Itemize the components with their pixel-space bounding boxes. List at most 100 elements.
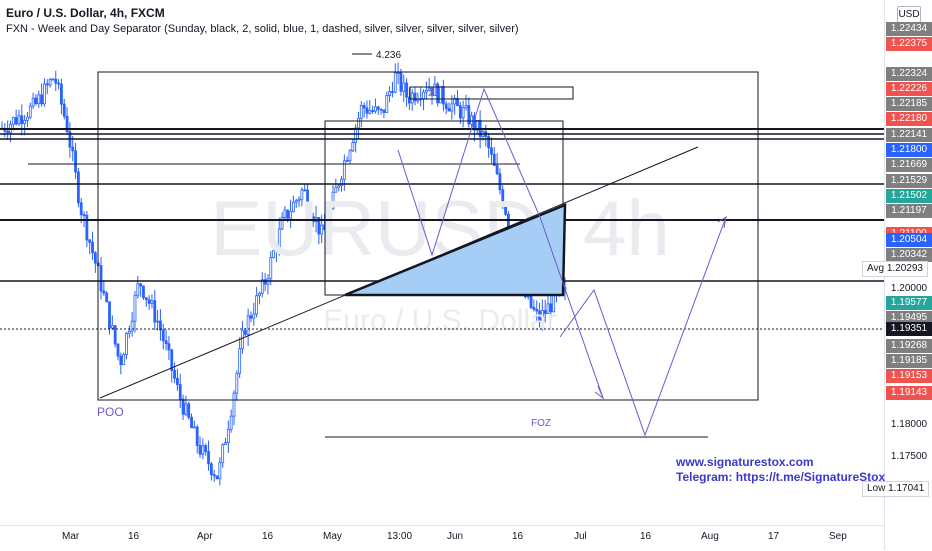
time-tick-label: 16	[640, 531, 652, 542]
candle-body	[229, 415, 233, 430]
candle-body	[475, 120, 479, 131]
candle-body	[105, 292, 109, 303]
candle-body	[371, 110, 375, 112]
candle-body	[441, 86, 445, 105]
watermark-description: Euro / U.S. Dollar	[323, 304, 556, 337]
candle-body	[37, 94, 41, 105]
price-label: 1.21529	[886, 174, 932, 188]
candle-body	[130, 320, 134, 332]
candle-body	[300, 189, 304, 200]
candle-body	[238, 348, 242, 374]
candle-body	[215, 475, 219, 480]
candle-body	[224, 442, 227, 446]
candle-body	[204, 445, 208, 452]
time-axis[interactable]	[0, 525, 884, 551]
candle-body	[192, 426, 196, 429]
price-label: 1.19143	[886, 386, 932, 400]
time-tick-label: 16	[512, 531, 524, 542]
projection-path-b[interactable]	[559, 216, 727, 437]
candle-body	[280, 217, 284, 230]
candle-body	[142, 285, 145, 299]
price-label: 1.19577	[886, 296, 932, 310]
candle-body	[161, 329, 165, 342]
candle-body	[357, 117, 360, 129]
time-tick-label: Sep	[829, 531, 847, 542]
candle-body	[243, 330, 247, 335]
candle-body	[540, 310, 544, 323]
avg-label: Avg 1.20293	[862, 261, 928, 277]
candle-body	[490, 147, 493, 155]
candle-body	[147, 299, 151, 304]
candle-body	[62, 103, 66, 117]
website-link[interactable]: www.signaturestox.com	[676, 455, 814, 469]
candle-body	[359, 105, 363, 119]
candle-body	[354, 127, 358, 143]
candle-body	[252, 313, 256, 319]
fib-marker: 2	[428, 88, 434, 99]
time-tick-label: 16	[128, 531, 140, 542]
arrow-head-a	[594, 385, 605, 400]
candle-body	[405, 82, 408, 98]
axis-tick-label: 1.20000	[890, 283, 928, 294]
candle-body	[125, 332, 128, 355]
candle-body	[260, 279, 264, 294]
candle-body	[317, 217, 321, 235]
candle-body	[396, 72, 400, 74]
price-label: 1.21800	[886, 143, 932, 157]
candle-body	[85, 214, 89, 241]
candle-body	[422, 91, 425, 100]
candle-body	[93, 252, 97, 264]
top-box[interactable]	[409, 86, 574, 100]
candle-body	[498, 173, 502, 191]
candle-body	[187, 403, 191, 418]
indicator-legend[interactable]: FXN - Week and Day Separator (Sunday, bl…	[6, 23, 519, 35]
candle-body	[368, 110, 372, 114]
candle-body	[331, 191, 335, 209]
candle-body	[407, 96, 411, 104]
triangle-pattern[interactable]	[344, 203, 567, 297]
candle-body	[164, 340, 168, 345]
candle-body	[159, 320, 162, 331]
candle-body	[549, 303, 553, 313]
time-tick-label: 13:00	[387, 531, 413, 542]
candle-body	[184, 403, 188, 415]
candle-body	[334, 186, 338, 193]
candle-body	[102, 290, 106, 294]
candle-body	[289, 211, 292, 219]
price-label: 1.21197	[886, 204, 932, 218]
candle-body	[6, 130, 10, 133]
projection-path-a[interactable]	[397, 87, 604, 399]
candle-body	[532, 307, 536, 310]
candle-body	[209, 463, 213, 476]
candle-body	[348, 150, 352, 161]
candle-body	[470, 115, 474, 125]
time-tick-label: Jul	[574, 531, 587, 542]
candle-body	[413, 92, 417, 102]
telegram-link[interactable]: Telegram: https://t.me/SignatureStox	[676, 470, 886, 484]
time-tick-label: Mar	[62, 531, 80, 542]
candle-body	[308, 209, 312, 217]
price-label: 1.22375	[886, 37, 932, 51]
candle-body	[20, 115, 24, 125]
candle-body	[11, 117, 15, 125]
candle-body	[150, 300, 154, 304]
candle-body	[546, 303, 550, 314]
candle-body	[504, 205, 507, 215]
candle-body	[108, 301, 111, 329]
candle-body	[23, 119, 27, 125]
candle-body	[82, 214, 86, 217]
candle-body	[232, 392, 236, 417]
candle-body	[119, 355, 123, 366]
candle-body	[207, 451, 210, 465]
candle-body	[391, 91, 394, 93]
candle-body	[399, 72, 403, 92]
candle-body	[176, 377, 179, 385]
outer-box[interactable]	[97, 71, 759, 401]
candle-body	[127, 330, 131, 334]
candle-body	[424, 89, 428, 93]
currency-button[interactable]: USD	[897, 6, 921, 23]
candle-body	[365, 107, 369, 114]
candle-body	[439, 86, 442, 104]
candle-body	[133, 294, 137, 322]
